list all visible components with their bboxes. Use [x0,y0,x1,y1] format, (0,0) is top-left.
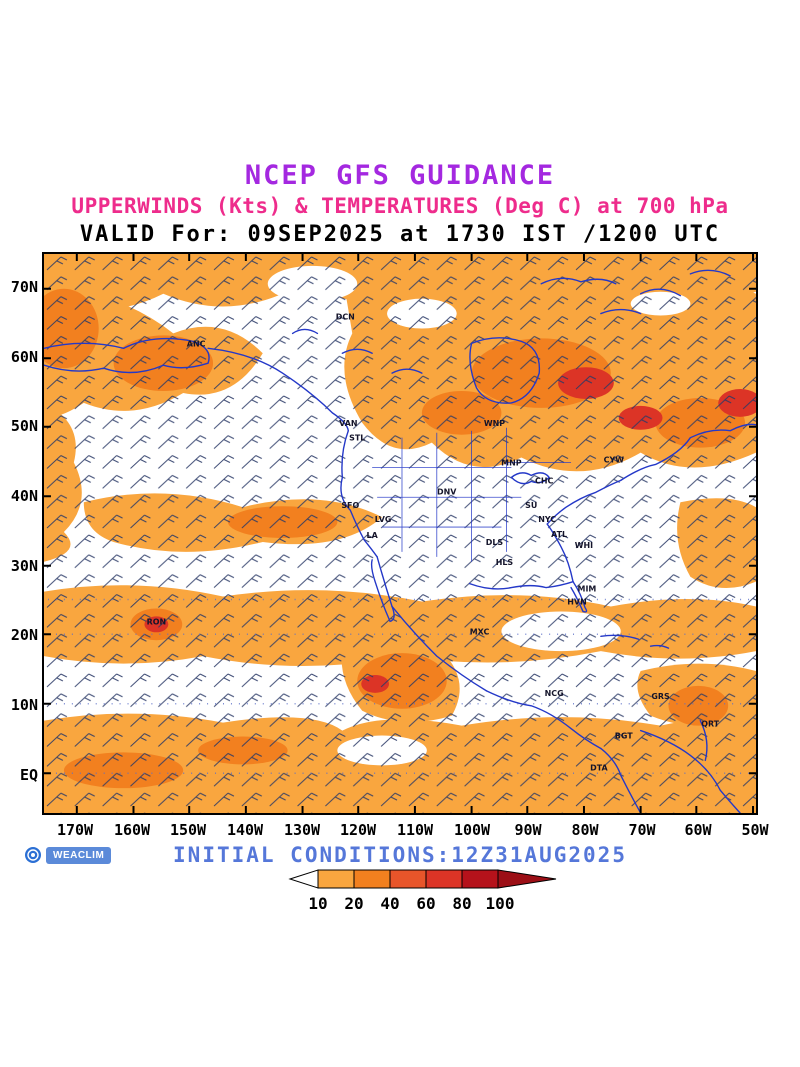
weather-map: ANC DCN VAN STL WNP MNP CYW CHC SFO LVG … [42,252,758,815]
lon-label: 170W [56,821,94,839]
station-label: HVN [567,597,586,606]
initial-conditions-text: INITIAL CONDITIONS:12Z31AUG2025 [173,843,627,867]
station-label: NCG [545,689,564,698]
station-label: HLS [496,558,514,567]
legend-tip-left [288,869,319,889]
legend-value: 20 [344,894,364,913]
station-label: LA [367,531,379,540]
lon-label: 70W [628,821,656,839]
station-label: DTA [590,763,608,772]
color-scale-legend: 10 20 40 60 80 100 [288,868,568,918]
legend-seg [389,869,427,889]
weaclim-logo: WEACLIM [24,846,112,864]
station-label: MNP [501,458,522,467]
legend-value: 10 [308,894,328,913]
station-label: NYC [538,515,556,524]
lat-label: 40N [10,487,38,505]
station-label: BGT [615,732,633,741]
lon-label: 80W [571,821,599,839]
station-label: GRS [651,692,670,701]
legend-seg [425,869,463,889]
legend-value: 80 [452,894,472,913]
legend-tip-right [497,869,557,889]
station-label: STL [349,434,365,443]
legend-value: 100 [485,894,515,913]
lat-label: 70N [10,278,38,296]
legend-colorbar [288,869,557,889]
station-label: VAN [339,419,357,428]
lon-label: 160W [113,821,151,839]
station-label: ATL [551,530,567,539]
lon-label: 120W [339,821,377,839]
station-label: ANC [187,339,206,348]
map-canvas: ANC DCN VAN STL WNP MNP CYW CHC SFO LVG … [44,254,756,813]
lat-label: 10N [10,696,38,714]
lon-label: 100W [453,821,491,839]
weaclim-globe-icon [25,847,41,863]
legend-seg [353,869,391,889]
lon-label: 60W [684,821,712,839]
lat-label: EQ [19,766,38,784]
station-label: DLS [486,538,504,547]
axis-ticks [44,254,756,813]
station-label: MXC [470,627,490,636]
legend-value: 40 [380,894,400,913]
lon-label: 50W [741,821,769,839]
station-labels: ANC DCN VAN STL WNP MNP CYW CHC SFO LVG … [147,313,720,773]
station-label: WNP [484,419,505,428]
lon-label: 90W [514,821,542,839]
wind-barb-field [44,254,756,813]
lon-label: 140W [226,821,264,839]
station-label: QRT [701,720,720,729]
lat-label: 30N [10,557,38,575]
chart-subtitle: UPPERWINDS (Kts) & TEMPERATURES (Deg C) … [71,194,729,218]
valid-time-line: VALID For: 09SEP2025 at 1730 IST /1200 U… [79,222,721,247]
lon-label: 130W [283,821,321,839]
lat-label: 20N [10,626,38,644]
state-boundaries [372,427,572,562]
chart-title: NCEP GFS GUIDANCE [244,160,556,191]
station-label: LVG [375,515,392,524]
lon-label: 110W [396,821,434,839]
station-label: WHI [575,541,593,550]
station-label: CHC [535,476,553,485]
lat-label: 60N [10,348,38,366]
station-label: SFO [341,501,359,510]
station-label: DNV [437,487,457,496]
station-label: CYW [604,456,625,465]
legend-seg [317,869,355,889]
weaclim-label: WEACLIM [46,846,112,864]
lat-label: 50N [10,417,38,435]
station-label: MIM [578,585,597,594]
lon-label: 150W [169,821,207,839]
station-label: SU [525,501,537,510]
station-label: RON [147,617,167,626]
legend-value: 60 [416,894,436,913]
legend-seg [461,869,499,889]
station-label: DCN [336,313,355,322]
coastlines [44,269,756,813]
